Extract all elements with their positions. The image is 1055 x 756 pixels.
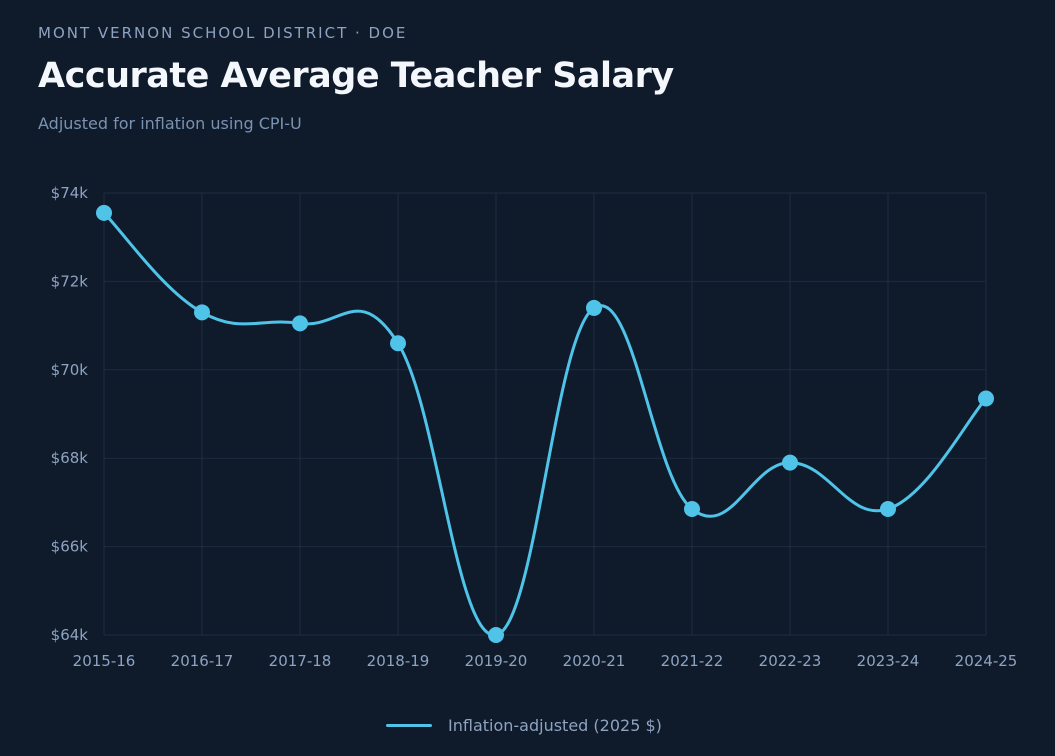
data-point-2017-18[interactable] [292,315,308,332]
legend-swatch [386,723,432,727]
x-tick-label: 2017-18 [269,652,332,670]
data-point-2020-21[interactable] [586,299,602,316]
line-chart: $64k$66k$68k$70k$72k$74k 2015-16 2016-17 2… [51,184,1018,670]
grid-lines [103,192,987,636]
x-tick-label: 2015-16 [73,652,136,670]
y-tick-label: $70k [51,361,89,379]
data-point-2015-16[interactable] [96,204,112,221]
data-point-2019-20[interactable] [488,627,504,643]
data-point-2018-19[interactable] [390,335,406,352]
chart-subtitle: Adjusted for inflation using CPI-U [38,114,302,133]
x-tick-label: 2022-23 [759,652,822,670]
data-point-2016-17[interactable] [194,304,210,321]
chart-eyebrow: MONT VERNON SCHOOL DISTRICT · DOE [38,24,408,42]
chart-title: Accurate Average Teacher Salary [38,56,674,96]
y-tick-label: $68k [51,449,89,467]
x-tick-label: 2024-25 [955,652,1018,670]
x-tick-label: 2021-22 [661,652,724,670]
legend-label: Inflation-adjusted (2025 $) [448,715,662,735]
series-line [102,211,988,637]
chart-legend[interactable]: Inflation-adjusted (2025 $) [386,714,662,736]
x-tick-label: 2020-21 [563,652,626,670]
y-tick-label: $72k [51,272,89,290]
x-tick-label: 2018-19 [367,652,430,670]
data-points [96,204,994,643]
x-tick-label: 2016-17 [171,652,234,670]
data-point-2024-25[interactable] [978,390,994,407]
x-tick-label: 2023-24 [857,652,920,670]
y-tick-label: $64k [51,626,89,644]
x-axis-ticks: 2015-16 2016-17 2017-18 2018-19 2019-20 2020-… [73,652,1018,670]
x-tick-label: 2019-20 [465,652,528,670]
y-axis-ticks: $64k $66k $68k $70k $72k $74k [51,184,89,644]
data-point-2021-22[interactable] [684,501,700,518]
data-point-2023-24[interactable] [880,501,896,518]
y-tick-label: $66k [51,538,89,556]
data-point-2022-23[interactable] [782,454,798,471]
y-tick-label: $74k [51,184,89,202]
